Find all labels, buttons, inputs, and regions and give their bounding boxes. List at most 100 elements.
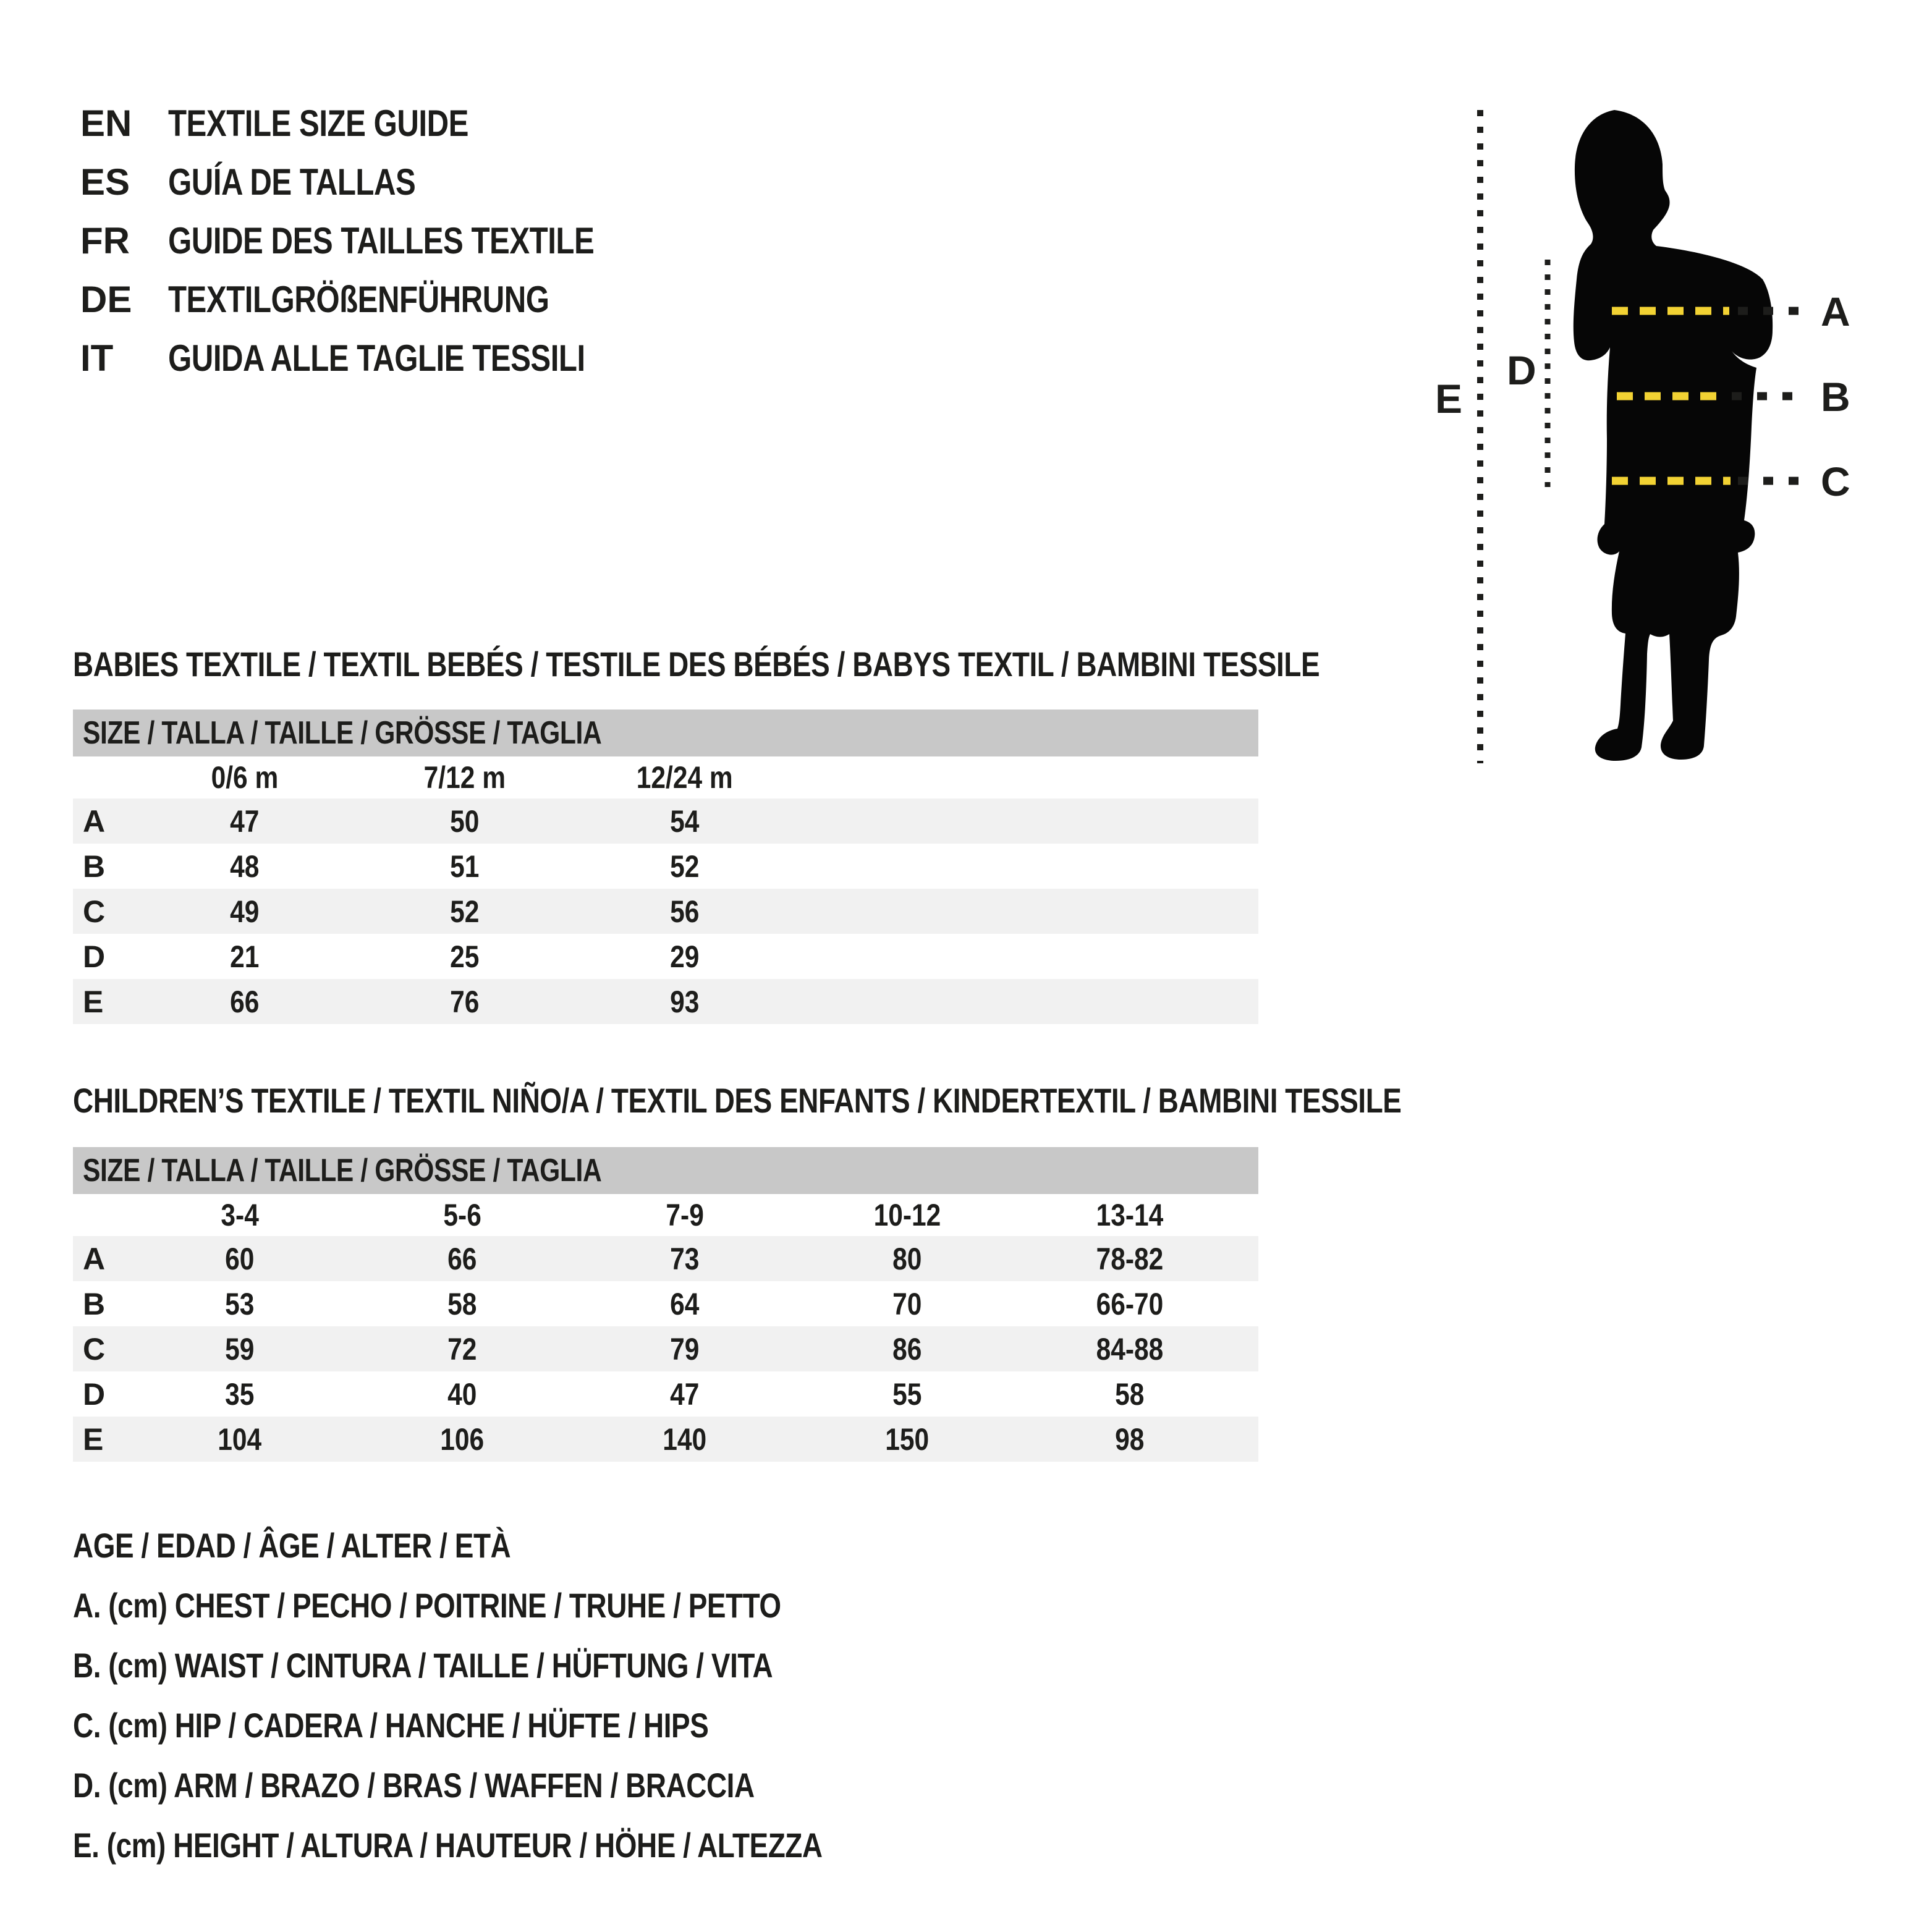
cell: 56 (670, 894, 700, 929)
cell: 64 (670, 1286, 700, 1321)
row-label: E (83, 984, 104, 1019)
babies-row-D: D 21 25 29 (73, 934, 1258, 979)
row-label: C (83, 1331, 106, 1366)
column-header: 3-4 (221, 1198, 259, 1232)
legend-height: E. (cm) HEIGHT / ALTURA / HAUTEUR / HÖHE… (73, 1826, 823, 1865)
lang-row-it: IT GUIDA ALLE TAGLIE TESSILI (80, 329, 688, 388)
cell: 72 (447, 1331, 477, 1366)
lang-row-fr: FR GUIDE DES TAILLES TEXTILE (80, 211, 688, 270)
children-row-E: E 104 106 140 150 98 (73, 1417, 1258, 1462)
babies-row-C: C 49 52 56 (73, 889, 1258, 934)
cell: 40 (447, 1376, 477, 1412)
legend-chest: A. (cm) CHEST / PECHO / POITRINE / TRUHE… (73, 1586, 781, 1625)
babies-size-header-bar: SIZE / TALLA / TAILLE / GRÖSSE / TAGLIA (73, 710, 1258, 756)
children-row-C: C 59 72 79 86 84-88 (73, 1326, 1258, 1371)
figure-label-A: A (1821, 289, 1850, 334)
cell: 66 (447, 1241, 477, 1276)
column-header: 13-14 (1096, 1198, 1164, 1232)
lang-title: GUÍA DE TALLAS (168, 161, 416, 203)
cell: 150 (885, 1421, 930, 1457)
legend-arm: D. (cm) ARM / BRAZO / BRAS / WAFFEN / BR… (73, 1766, 755, 1805)
lang-code: ES (80, 161, 130, 203)
row-label: E (83, 1421, 104, 1457)
cell: 52 (670, 849, 700, 884)
cell: 70 (892, 1286, 922, 1321)
column-header: 5-6 (443, 1198, 481, 1232)
cell: 66-70 (1096, 1286, 1164, 1321)
cell: 106 (440, 1421, 485, 1457)
cell: 60 (225, 1241, 255, 1276)
babies-row-A: A 47 50 54 (73, 799, 1258, 844)
cell: 25 (450, 939, 480, 974)
figure-label-C: C (1821, 459, 1850, 504)
lang-title: TEXTILE SIZE GUIDE (168, 103, 468, 144)
cell: 104 (218, 1421, 262, 1457)
cell: 55 (892, 1376, 922, 1412)
child-silhouette (1573, 110, 1773, 761)
language-header: EN TEXTILE SIZE GUIDE ES GUÍA DE TALLAS … (80, 94, 688, 388)
cell: 29 (670, 939, 700, 974)
children-column-headers: 3-4 5-6 7-9 10-12 13-14 (73, 1194, 1258, 1236)
lang-title: GUIDA ALLE TAGLIE TESSILI (168, 337, 585, 379)
cell: 52 (450, 894, 480, 929)
lang-title: TEXTILGRÖßENFÜHRUNG (168, 279, 549, 320)
cell: 53 (225, 1286, 255, 1321)
cell: 140 (663, 1421, 707, 1457)
children-size-header-bar: SIZE / TALLA / TAILLE / GRÖSSE / TAGLIA (73, 1147, 1258, 1194)
row-label: A (83, 803, 106, 839)
cell: 48 (230, 849, 260, 884)
cell: 54 (670, 803, 700, 839)
cell: 58 (447, 1286, 477, 1321)
legend-age: AGE / EDAD / ÂGE / ALTER / ETÀ (73, 1526, 511, 1565)
children-size-table: SIZE / TALLA / TAILLE / GRÖSSE / TAGLIA … (73, 1147, 1258, 1462)
cell: 76 (450, 984, 480, 1019)
babies-row-E: E 66 76 93 (73, 979, 1258, 1024)
children-row-B: B 53 58 64 70 66-70 (73, 1281, 1258, 1326)
cell: 58 (1115, 1376, 1145, 1412)
cell: 47 (670, 1376, 700, 1412)
row-label: D (83, 1376, 106, 1412)
babies-row-B: B 48 51 52 (73, 844, 1258, 889)
cell: 47 (230, 803, 260, 839)
cell: 86 (892, 1331, 922, 1366)
cell: 79 (670, 1331, 700, 1366)
cell: 73 (670, 1241, 700, 1276)
figure-label-D: D (1507, 347, 1536, 393)
cell: 98 (1115, 1421, 1145, 1457)
lang-code: FR (80, 220, 130, 261)
row-label: B (83, 1286, 106, 1321)
lang-code: EN (80, 103, 132, 144)
column-header: 10-12 (873, 1198, 941, 1232)
children-row-D: D 35 40 47 55 58 (73, 1371, 1258, 1417)
children-section-title: CHILDREN’S TEXTILE / TEXTIL NIÑO/A / TEX… (73, 1081, 1402, 1120)
column-header: 12/24 m (637, 760, 733, 795)
cell: 59 (225, 1331, 255, 1366)
cell: 84-88 (1096, 1331, 1164, 1366)
babies-section-title: BABIES TEXTILE / TEXTIL BEBÉS / TESTILE … (73, 645, 1320, 684)
babies-size-table: SIZE / TALLA / TAILLE / GRÖSSE / TAGLIA … (73, 710, 1258, 1024)
column-header: 0/6 m (211, 760, 279, 795)
lang-row-de: DE TEXTILGRÖßENFÜHRUNG (80, 270, 688, 329)
legend-hip: C. (cm) HIP / CADERA / HANCHE / HÜFTE / … (73, 1706, 709, 1745)
row-label: A (83, 1241, 106, 1276)
cell: 51 (450, 849, 480, 884)
figure-label-E: E (1435, 376, 1462, 422)
cell: 35 (225, 1376, 255, 1412)
cell: 80 (892, 1241, 922, 1276)
row-label: C (83, 894, 106, 929)
measurement-figure: A B C D E (1435, 110, 1850, 763)
cell: 21 (230, 939, 260, 974)
cell: 50 (450, 803, 480, 839)
children-row-A: A 60 66 73 80 78-82 (73, 1236, 1258, 1281)
lang-row-es: ES GUÍA DE TALLAS (80, 153, 688, 211)
row-label: D (83, 939, 106, 974)
measurement-legend: AGE / EDAD / ÂGE / ALTER / ETÀ A. (cm) C… (73, 1515, 987, 1875)
column-header: 7-9 (666, 1198, 704, 1232)
lang-code: DE (80, 279, 132, 320)
lang-code: IT (80, 337, 114, 379)
figure-label-B: B (1821, 374, 1850, 420)
babies-column-headers: 0/6 m 7/12 m 12/24 m (73, 756, 1258, 799)
column-header: 7/12 m (423, 760, 506, 795)
lang-row-en: EN TEXTILE SIZE GUIDE (80, 94, 688, 153)
